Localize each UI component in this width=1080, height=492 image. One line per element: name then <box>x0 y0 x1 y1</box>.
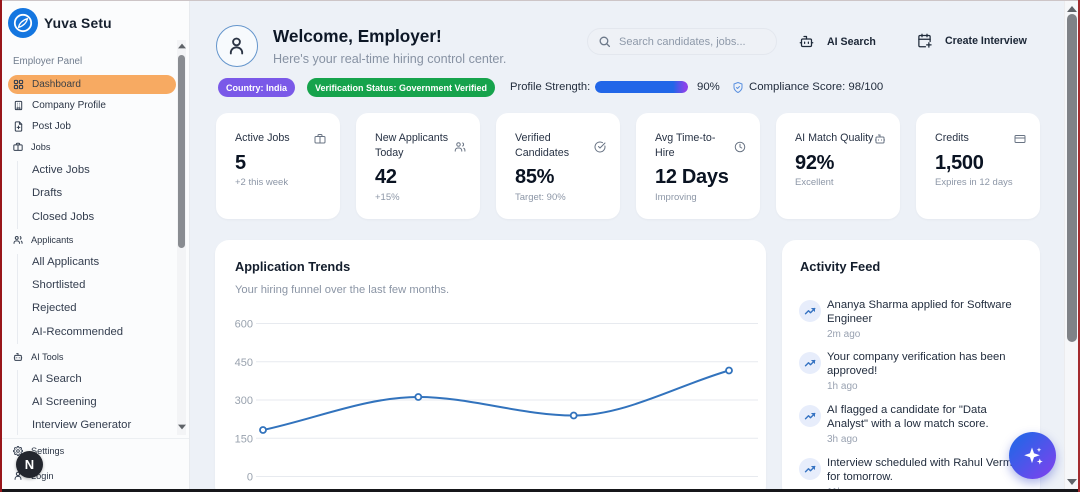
svg-text:0: 0 <box>247 472 253 484</box>
svg-text:300: 300 <box>235 395 253 407</box>
svg-text:450: 450 <box>235 357 253 369</box>
svg-text:150: 150 <box>235 433 253 445</box>
svg-text:600: 600 <box>235 319 253 331</box>
